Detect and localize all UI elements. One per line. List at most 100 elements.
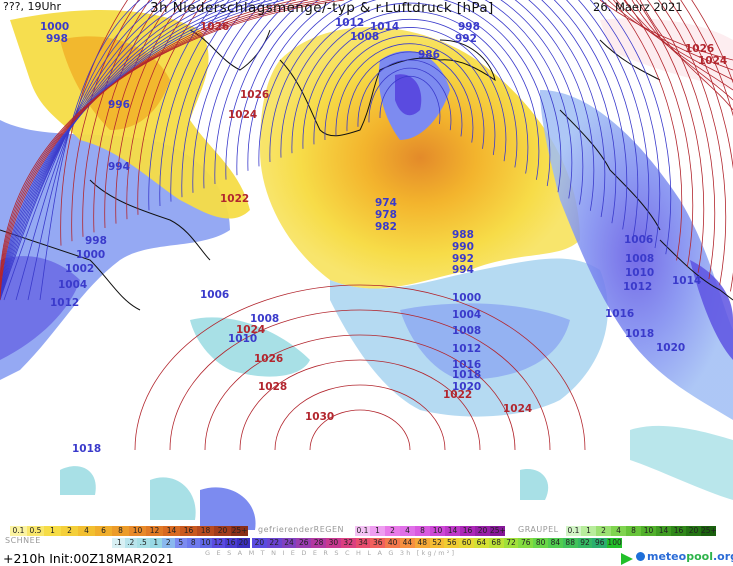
legend-chip: 0.1 <box>10 526 27 536</box>
pressure-label: 1024 <box>503 403 532 415</box>
legend-arrow-icon <box>621 553 633 565</box>
legend-chip: .5 <box>137 538 150 548</box>
legend-chip: 8 <box>626 526 641 536</box>
pressure-label: 1018 <box>625 328 654 340</box>
isobar-line <box>346 51 474 143</box>
legend-chip: 8 <box>112 526 129 536</box>
pressure-label: 1014 <box>672 275 701 287</box>
legend-chip: 64 <box>474 538 489 548</box>
pressure-label: 998 <box>85 235 107 247</box>
legend-chip: 16 <box>460 526 475 536</box>
isobar-line <box>0 0 345 300</box>
legend-chip: 20 <box>475 526 490 536</box>
legend-chip: 2 <box>162 538 175 548</box>
pressure-label: 1000 <box>452 292 481 304</box>
isobar-line <box>169 309 551 451</box>
isobar-line <box>204 334 516 451</box>
legend-chip: 1 <box>149 538 162 548</box>
legend-chip: 18 <box>197 526 214 536</box>
isobar-line <box>309 409 411 451</box>
legend-chip: 4 <box>400 526 415 536</box>
pressure-label: 1026 <box>254 353 283 365</box>
legend-chip: 2 <box>596 526 611 536</box>
isobar-line <box>269 0 551 187</box>
legend-chip: 12 <box>146 526 163 536</box>
pressure-label: 1004 <box>58 279 87 291</box>
legend-chip: 20 <box>237 538 250 548</box>
pressure-label: 1024 <box>698 55 727 67</box>
pressure-label: 994 <box>108 161 130 173</box>
legend-chip: 0.1 <box>566 526 581 536</box>
pressure-label: 1012 <box>623 281 652 293</box>
isobar-line <box>71 0 733 242</box>
pressure-label: 978 <box>375 209 397 221</box>
legend-chip: 1 <box>370 526 385 536</box>
pressure-label: 1000 <box>76 249 105 261</box>
isobar-line <box>225 0 595 211</box>
legend-chip: 1 <box>581 526 596 536</box>
isobar-line <box>368 67 452 131</box>
pressure-label: 1000 <box>40 21 69 33</box>
isobar-line <box>93 0 727 286</box>
legend-chip: 20 <box>252 538 267 548</box>
legend-chip: 14 <box>445 526 460 536</box>
legend-chip: 14 <box>163 526 180 536</box>
snow-label: SCHNEE <box>5 536 41 545</box>
forecast-run: +210h Init:00Z18MAR2021 <box>3 551 174 566</box>
pressure-label: 994 <box>452 264 474 276</box>
valid-time: ???, 19Uhr <box>3 0 62 13</box>
legend-chip: 32 <box>340 538 356 548</box>
legend-chip: 6 <box>95 526 112 536</box>
legend-chip: 8 <box>187 538 200 548</box>
rain-legend: 0.1 0.5 1 2 4 6 8 10 12 14 16 18 20 25+ <box>10 526 250 536</box>
legend-chip: 40 <box>385 538 400 548</box>
pressure-label: 1028 <box>258 381 287 393</box>
pressure-label: 1022 <box>220 193 249 205</box>
legend-chip: 10 <box>129 526 146 536</box>
pressure-label: 998 <box>46 33 68 45</box>
isobar-line <box>258 0 562 193</box>
legend-chip: 2 <box>61 526 78 536</box>
pressure-label: 1008 <box>452 325 481 337</box>
isobar-line <box>115 0 705 273</box>
legend-chip: 22 <box>266 538 282 548</box>
legend-chip: 0.5 <box>27 526 44 536</box>
pressure-label: 1018 <box>452 369 481 381</box>
precipitation-layer <box>0 10 733 530</box>
graupel-label: GRAUPEL <box>518 525 559 534</box>
isobar-line <box>335 43 485 149</box>
pressure-label: 1024 <box>236 324 265 336</box>
pressure-label: 998 <box>458 21 480 33</box>
meteopool-logo[interactable]: meteopool.org <box>636 550 733 563</box>
isobar-line <box>0 0 297 301</box>
pressure-label: 1008 <box>625 253 654 265</box>
legend-chip: 25+ <box>701 526 717 536</box>
isobar-line <box>623 0 733 91</box>
legend-chip: 56 <box>444 538 460 548</box>
isobar-line <box>631 0 733 101</box>
pressure-label: 1018 <box>72 443 101 455</box>
isobar-line <box>192 0 628 230</box>
isobar-line <box>236 0 584 205</box>
isobar-line <box>0 0 321 301</box>
map-title: 3h Niederschlagsmenge/-typ & r.Luftdruck… <box>150 0 494 16</box>
logo-icon <box>636 552 645 561</box>
legend-chip: 52 <box>429 538 445 548</box>
pressure-label: 992 <box>455 33 477 45</box>
legend-chip: 100 <box>607 538 622 548</box>
legend-chip: 26 <box>296 538 312 548</box>
legend-chip: 5 <box>174 538 187 548</box>
isobar-line <box>357 59 463 137</box>
legend-chip: 16 <box>180 526 197 536</box>
isobar-line <box>134 284 586 451</box>
pressure-label: 1008 <box>250 313 279 325</box>
pressure-label: 1006 <box>200 289 229 301</box>
legend-chip: 88 <box>562 538 578 548</box>
isobar-line <box>0 0 309 301</box>
isobar-line <box>324 35 496 156</box>
isobar-line <box>82 0 733 292</box>
legend-chip: 16 <box>671 526 686 536</box>
isobar-line <box>599 0 733 61</box>
